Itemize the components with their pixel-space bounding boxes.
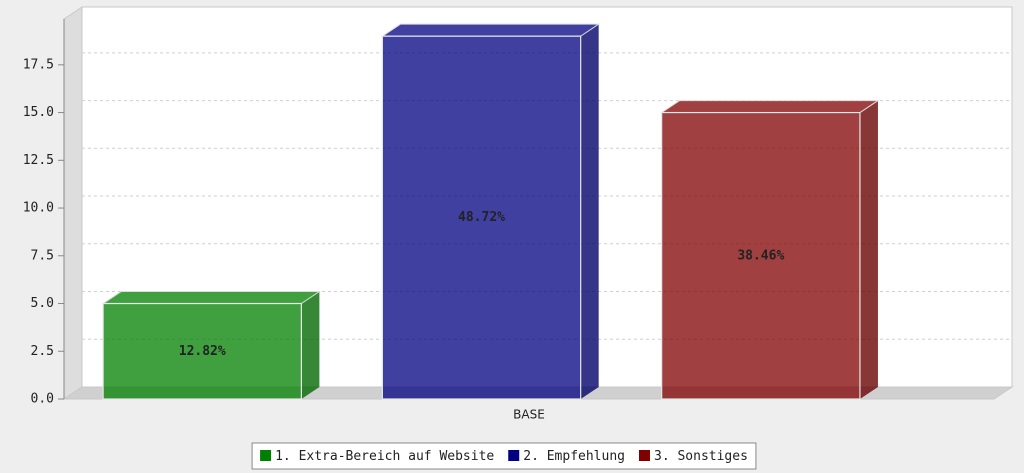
- y-tick-label: 17.5: [23, 57, 54, 72]
- bar-side-shade: [859, 100, 878, 399]
- legend: 1. Extra-Bereich auf Website 2. Empfehlun…: [251, 442, 757, 470]
- y-tick-label: 10.0: [23, 201, 54, 216]
- legend-swatch: [260, 450, 272, 461]
- legend-swatch: [508, 450, 520, 461]
- bar-top: [101, 291, 322, 305]
- bar-side-shade: [580, 24, 599, 399]
- y-tick-label: 0.0: [31, 392, 54, 407]
- bar: [661, 111, 861, 400]
- bar-top: [660, 100, 880, 114]
- legend-label: 3. Sonstiges: [654, 449, 748, 464]
- y-tick-label: 12.5: [23, 153, 54, 168]
- legend-label: 2. Empfehlung: [523, 449, 625, 464]
- bar-side: [301, 291, 320, 399]
- left-wall: [63, 6, 83, 400]
- legend-swatch: [638, 450, 650, 461]
- legend-label: 1. Extra-Bereich auf Website: [275, 449, 494, 464]
- value-label: 12.82%: [179, 344, 226, 359]
- value-label: 48.72%: [458, 210, 505, 225]
- y-tick-label: 7.5: [31, 248, 54, 263]
- y-tick-label: 5.0: [31, 296, 54, 311]
- bar-top: [380, 23, 601, 37]
- bar-side: [859, 100, 878, 399]
- legend-box: [251, 442, 757, 470]
- x-tick-label: BASE: [513, 408, 545, 422]
- bar: [102, 302, 302, 400]
- bar-side: [580, 24, 599, 399]
- bar: [381, 35, 582, 400]
- y-tick-label: 2.5: [31, 344, 54, 359]
- value-label: 38.46%: [737, 248, 784, 263]
- bar-side-shade: [301, 291, 320, 399]
- y-tick-label: 15.0: [23, 105, 54, 120]
